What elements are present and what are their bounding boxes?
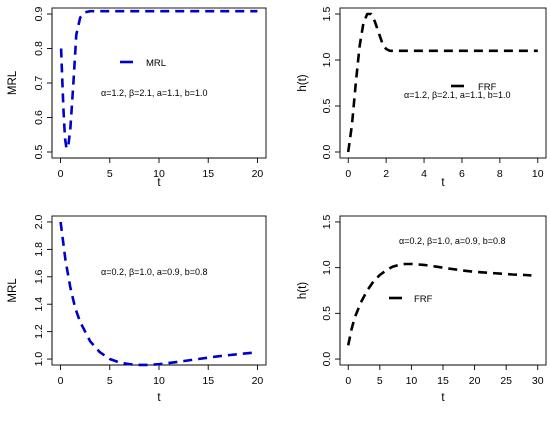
- y-tick-label: 1.4: [33, 297, 45, 312]
- y-tick-label: 0.5: [33, 145, 45, 160]
- x-tick-label: 15: [437, 375, 449, 387]
- parameter-annotation: α=1.2, β=2.1, a=1.1, b=1.0: [101, 88, 207, 98]
- plot-frame: [339, 7, 547, 159]
- series-line: [59, 221, 258, 367]
- x-tick-label: 8: [497, 168, 503, 180]
- x-axis-label: t: [157, 177, 161, 189]
- y-tick-label: 1.5: [321, 215, 333, 230]
- y-axis-label: h(t): [297, 282, 309, 299]
- x-axis-label: t: [441, 177, 445, 189]
- x-tick-label: 5: [107, 168, 113, 180]
- y-axis-label: MRL: [7, 278, 19, 303]
- series-line: [59, 9, 258, 150]
- chart-panel-3: 0 5 10 15 20 1.0 1.2 1.4 1.6 1.8 2.0 t MRL α=0.2, β=1…: [7, 215, 267, 404]
- x-tick-label: 6: [459, 168, 465, 180]
- y-tick-label: 0.0: [321, 352, 333, 367]
- y-tick-label: 0.7: [33, 76, 45, 91]
- legend-label: MRL: [146, 58, 166, 69]
- series-line: [346, 12, 538, 153]
- y-axis-label: MRL: [7, 70, 19, 95]
- x-tick-label: 0: [345, 375, 351, 387]
- y-axis-label: h(t): [297, 74, 309, 91]
- y-tick-label: 1.0: [33, 352, 45, 367]
- y-tick-label: 0.6: [33, 110, 45, 125]
- y-tick-label: 0.0: [321, 145, 333, 160]
- x-tick-label: 20: [469, 375, 481, 387]
- x-tick-label: 2: [383, 168, 389, 180]
- x-tick-label: 25: [500, 375, 512, 387]
- y-tick-label: 1.2: [33, 324, 45, 339]
- x-tick-label: 10: [406, 375, 418, 387]
- x-tick-label: 0: [58, 375, 64, 387]
- y-tick-label: 0.5: [321, 99, 333, 114]
- legend-label: FRF: [478, 82, 497, 93]
- y-tick-label: 0.5: [321, 306, 333, 321]
- x-axis-label: t: [441, 392, 445, 404]
- x-tick-label: 0: [58, 168, 64, 180]
- y-tick-label: 1.0: [321, 53, 333, 68]
- x-tick-label: 5: [107, 375, 113, 387]
- y-tick-label: 0.8: [33, 41, 45, 56]
- x-tick-label: 4: [421, 168, 427, 180]
- x-tick-label: 30: [532, 375, 544, 387]
- y-tick-label: 1.8: [33, 242, 45, 257]
- parameter-annotation: α=0.2, β=1.0, a=0.9, b=0.8: [101, 267, 207, 277]
- x-tick-label: 5: [377, 375, 383, 387]
- y-tick-label: 1.0: [321, 260, 333, 275]
- x-tick-label: 0: [345, 168, 351, 180]
- y-tick-label: 1.5: [321, 7, 333, 22]
- parameter-annotation: α=0.2, β=1.0, a=0.9, b=0.8: [399, 236, 505, 246]
- x-tick-label: 15: [202, 168, 214, 180]
- plot-frame: [51, 215, 267, 366]
- x-tick-label: 15: [202, 375, 214, 387]
- x-tick-label: 20: [252, 168, 264, 180]
- x-axis-label: t: [157, 392, 161, 404]
- series-line: [346, 262, 532, 346]
- x-tick-label: 10: [153, 168, 165, 180]
- x-tick-label: 10: [532, 168, 544, 180]
- plot-frame: [51, 7, 267, 159]
- y-tick-label: 0.9: [33, 7, 45, 22]
- x-tick-label: 20: [252, 375, 264, 387]
- y-tick-label: 1.6: [33, 269, 45, 284]
- parameter-annotation: α=1.2, β=2.1, a=1.1, b=1.0: [404, 90, 510, 100]
- chart-panel-4: 0 5 10 15 20 25 30 0.0 0.5 1.0 1.5 t h(t) FRF α=0.2, β…: [297, 215, 547, 404]
- chart-panel-1: 0 5 10 15 20 0.5 0.6 0.7 0.8 0.9 t MRL MRL α=1.2, β=2…: [7, 7, 267, 189]
- x-tick-label: 10: [153, 375, 165, 387]
- y-tick-label: 2.0: [33, 215, 45, 230]
- legend-label: FRF: [414, 294, 433, 305]
